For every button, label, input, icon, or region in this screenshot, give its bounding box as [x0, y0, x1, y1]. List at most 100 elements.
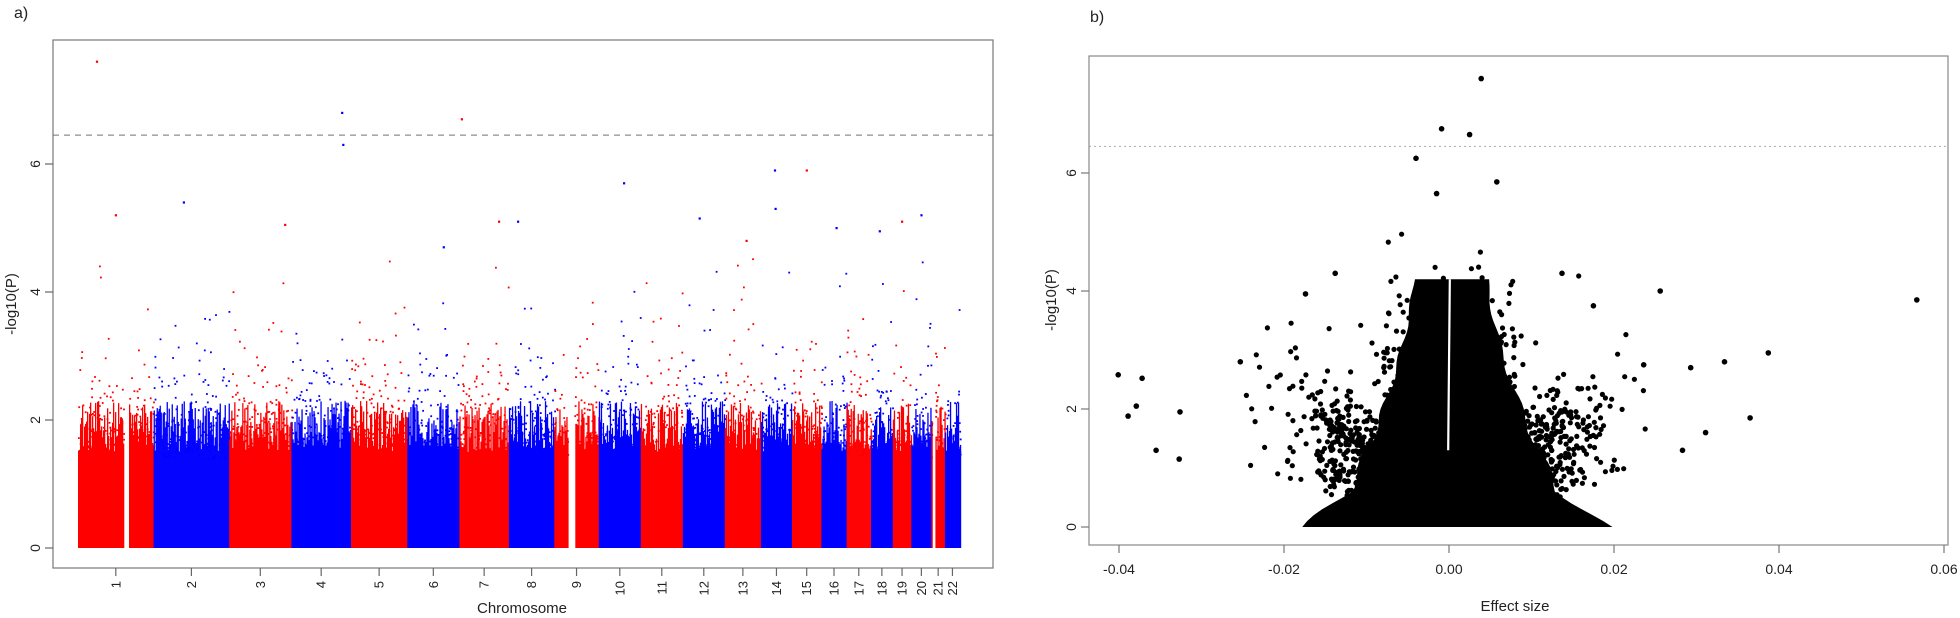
volcano-point — [1468, 266, 1474, 272]
snp-point — [137, 408, 139, 411]
density-column — [747, 405, 750, 548]
snp-point — [507, 430, 510, 433]
snp-point — [685, 405, 688, 407]
snp-point — [798, 391, 801, 394]
snp-point — [853, 418, 856, 420]
snp-point — [884, 400, 887, 403]
snp-point — [842, 419, 845, 421]
snp-point — [138, 421, 140, 423]
snp-point — [872, 441, 874, 444]
snp-point — [897, 411, 900, 414]
snp-point — [92, 450, 94, 453]
snp-point — [227, 442, 230, 445]
density-column — [385, 411, 387, 548]
density-column — [277, 450, 279, 548]
density-column — [591, 443, 593, 548]
density-column — [351, 407, 353, 548]
density-column — [329, 419, 331, 548]
snp-point — [361, 383, 364, 386]
snp-point — [872, 345, 874, 348]
snp-point — [295, 332, 298, 335]
density-column — [243, 440, 245, 548]
snp-point — [276, 428, 279, 431]
density-column — [752, 432, 755, 548]
snp-point — [539, 367, 542, 369]
snp-point — [142, 404, 145, 407]
snp-point — [583, 450, 586, 453]
density-column — [544, 401, 547, 548]
snp-point — [437, 403, 439, 406]
snp-point — [723, 404, 726, 407]
snp-point — [391, 404, 393, 407]
snp-point — [620, 390, 622, 392]
snp-point — [763, 432, 766, 435]
snp-point — [515, 429, 517, 432]
density-column — [645, 433, 648, 548]
snp-point — [183, 419, 186, 422]
snp-point — [591, 301, 594, 304]
volcano-point — [1530, 453, 1536, 459]
density-column — [549, 447, 552, 548]
density-column — [560, 436, 562, 548]
snp-point — [943, 419, 945, 421]
snp-point — [802, 359, 804, 362]
snp-point — [833, 446, 836, 449]
density-column — [337, 422, 339, 548]
density-column — [748, 409, 751, 548]
snp-point — [781, 450, 783, 452]
snp-point — [455, 439, 457, 442]
snp-point — [328, 438, 331, 441]
snp-point — [618, 385, 621, 388]
snp-point — [306, 432, 308, 434]
snp-point — [650, 443, 653, 446]
snp-point — [400, 446, 403, 449]
snp-point — [926, 440, 929, 443]
snp-point — [615, 443, 618, 445]
volcano-point — [1464, 342, 1470, 348]
snp-point — [540, 457, 542, 459]
snp-point — [524, 386, 527, 388]
snp-point — [357, 444, 360, 447]
volcano-point — [1593, 407, 1599, 413]
snp-point — [234, 329, 237, 331]
density-column — [338, 413, 340, 548]
snp-point — [498, 452, 501, 454]
snp-point — [928, 437, 931, 439]
snp-point — [471, 444, 474, 447]
density-column — [314, 417, 316, 548]
snp-point — [546, 375, 548, 378]
snp-point — [780, 453, 782, 456]
peak-point — [517, 220, 520, 223]
snp-point — [371, 454, 374, 457]
snp-point — [781, 346, 784, 349]
snp-point — [877, 446, 880, 449]
snp-point — [109, 396, 112, 399]
snp-point — [378, 422, 381, 425]
snp-point — [693, 435, 695, 438]
snp-point — [397, 399, 400, 402]
density-column — [697, 419, 700, 548]
snp-point — [604, 444, 607, 447]
snp-point — [450, 419, 453, 422]
snp-point — [380, 395, 383, 398]
density-column — [680, 426, 683, 548]
density-column — [108, 436, 110, 548]
snp-point — [709, 329, 711, 331]
snp-point — [491, 451, 493, 453]
density-column — [111, 437, 113, 548]
snp-point — [929, 439, 931, 441]
density-column — [832, 417, 834, 548]
density-column — [463, 444, 465, 548]
snp-point — [187, 447, 190, 450]
snp-point — [667, 414, 670, 416]
snp-point — [101, 443, 103, 446]
snp-point — [758, 414, 760, 417]
density-column — [720, 421, 723, 548]
density-column — [345, 402, 347, 548]
snp-point — [909, 458, 911, 460]
snp-point — [954, 402, 956, 405]
chromosome-21-points — [931, 347, 947, 548]
density-column — [120, 417, 122, 548]
density-column — [706, 417, 709, 548]
